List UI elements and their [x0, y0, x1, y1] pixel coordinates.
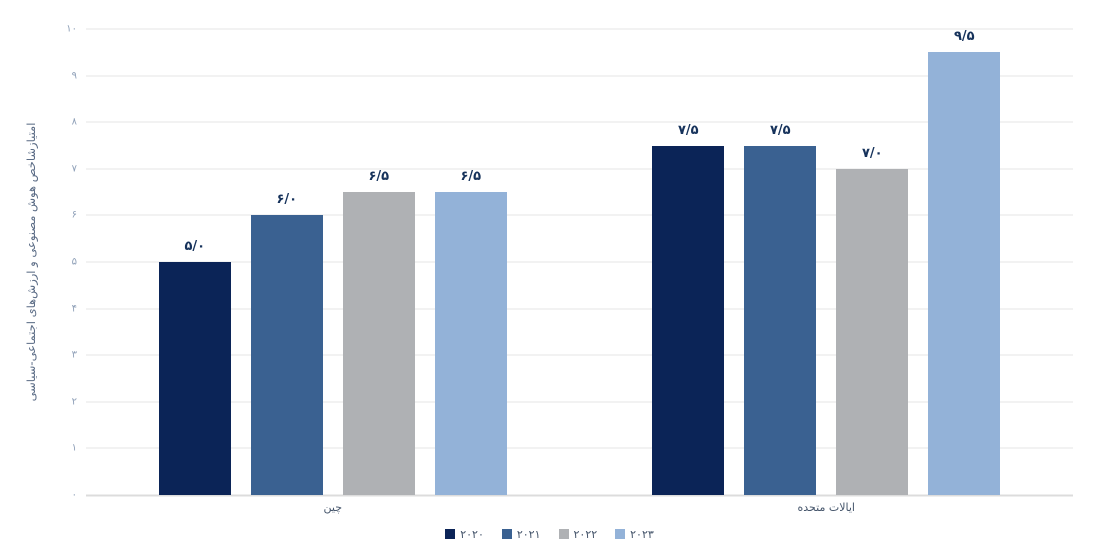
gridline — [86, 447, 1073, 449]
legend-label: ۲۰۲۳ — [630, 528, 654, 541]
y-axis-tick-label: ۱۰ — [66, 23, 77, 35]
x-axis-category-labels: چین ایالات متحده — [86, 501, 1073, 514]
y-axis-tick-label: ۹ — [71, 70, 77, 82]
y-axis-tick-label: ۶ — [71, 209, 77, 221]
gridline — [86, 261, 1073, 263]
bar: ۷/۵ — [744, 123, 817, 495]
bar: ۶/۵ — [342, 169, 415, 495]
bar-value-label: ۵/۰ — [184, 239, 206, 254]
y-axis-title: امتیازشاخص هوش مصنوعی و ارزش‌های اجتماعی… — [24, 122, 38, 402]
bar-value-label: ۷/۰ — [861, 145, 883, 161]
legend-item: ۲۰۲۱ — [501, 528, 541, 541]
gridline — [86, 121, 1073, 123]
bar-value-label: ۹/۵ — [953, 29, 975, 45]
y-axis-tick-label: ۰ — [71, 489, 77, 501]
bar-group: ۷/۵ ۷/۵ ۷/۰ ۹/۵ — [580, 29, 1074, 495]
bar-value-label: ۶/۵ — [368, 169, 390, 185]
bar: ۶/۰ — [250, 192, 323, 495]
bar: ۶/۵ — [434, 169, 507, 495]
legend-item: ۲۰۲۰ — [445, 528, 484, 540]
legend-swatch-icon — [501, 529, 512, 539]
plot-area: ۱۰ ۹ ۸ ۷ ۶ ۵ ۴ ۳ ۲ ۱ ۰ ۵/۰ ۶/۰ ۶/۵ ۶/۵ ۷/۵ ۷/۵ ۷/۰ ۹/۵ — [66, 24, 1074, 501]
legend-swatch-icon — [558, 529, 569, 539]
y-axis-tick-label: ۴ — [71, 303, 77, 315]
y-axis-tick-label: ۸ — [71, 116, 77, 128]
y-axis-tick-label: ۷ — [71, 163, 77, 175]
legend-label: ۲۰۲۱ — [516, 528, 541, 541]
bar-group: ۵/۰ ۶/۰ ۶/۵ ۶/۵ — [86, 29, 580, 495]
y-axis-tick-label: ۲ — [71, 396, 77, 408]
gridline — [86, 168, 1073, 170]
legend: ۲۰۲۰ ۲۰۲۱ ۲۰۲۲ ۲۰۲۳ — [0, 528, 1099, 540]
x-category-label: ایالات متحده — [797, 501, 855, 514]
bar-value-label: ۶/۰ — [276, 192, 298, 208]
bar: ۷/۰ — [836, 146, 909, 495]
legend-item: ۲۰۲۳ — [615, 528, 654, 540]
gridline — [86, 494, 1073, 497]
legend-item: ۲۰۲۲ — [558, 528, 598, 541]
legend-swatch-icon — [445, 529, 456, 539]
gridline — [86, 214, 1073, 216]
bar-value-label: ۷/۵ — [769, 122, 791, 138]
bar: ۹/۵ — [928, 29, 1001, 495]
bar: ۵/۰ — [158, 239, 231, 495]
bar-value-label: ۷/۵ — [677, 122, 699, 138]
gridline — [86, 401, 1073, 403]
x-category-label: چین — [323, 501, 343, 514]
y-axis-tick-label: ۵ — [71, 256, 77, 268]
legend-label: ۲۰۲۰ — [460, 528, 484, 541]
bar: ۷/۵ — [652, 123, 725, 495]
y-axis-tick-label: ۱ — [71, 442, 77, 454]
gridline — [86, 28, 1073, 30]
legend-label: ۲۰۲۲ — [573, 528, 598, 541]
legend-swatch-icon — [615, 529, 626, 539]
gridline — [86, 308, 1073, 310]
bar-value-label: ۶/۵ — [460, 169, 482, 185]
gridline — [86, 354, 1073, 356]
gridline — [86, 75, 1073, 77]
y-axis-tick-label: ۳ — [71, 349, 77, 361]
